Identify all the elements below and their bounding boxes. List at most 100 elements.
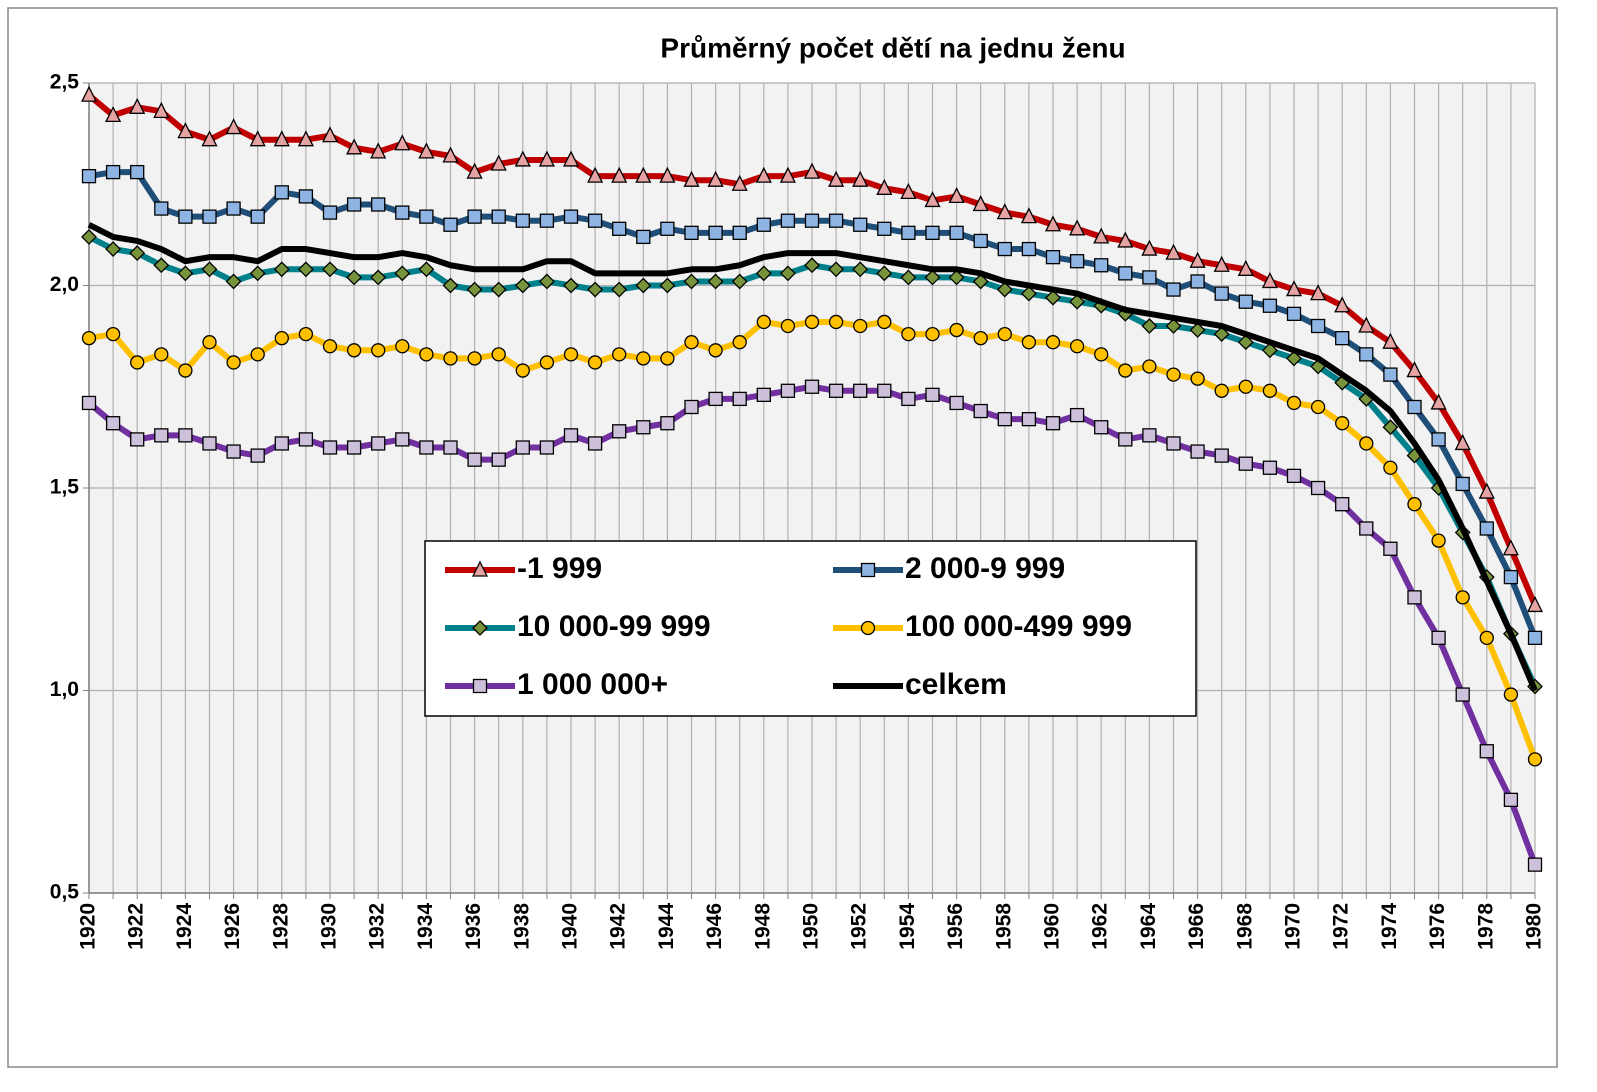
point <box>105 164 121 180</box>
point <box>731 273 748 290</box>
point <box>346 197 362 212</box>
point <box>371 197 386 212</box>
point <box>538 273 555 290</box>
point <box>1020 285 1037 302</box>
point <box>803 162 821 179</box>
point <box>1359 347 1374 362</box>
point <box>755 265 772 282</box>
point <box>346 269 363 286</box>
series <box>81 164 1543 645</box>
point <box>660 221 675 236</box>
point <box>394 265 411 282</box>
point <box>563 347 579 362</box>
point <box>443 351 458 366</box>
point <box>298 189 314 204</box>
point <box>1045 416 1061 431</box>
point <box>490 154 507 171</box>
point <box>852 261 869 278</box>
point <box>804 314 820 330</box>
point <box>1286 468 1302 484</box>
point <box>419 347 434 362</box>
point <box>467 209 482 224</box>
point <box>1479 744 1494 759</box>
x-tick-label: 1950 <box>800 903 823 950</box>
point <box>1406 361 1423 378</box>
point <box>81 395 97 411</box>
point <box>1117 231 1134 248</box>
point <box>612 424 627 439</box>
x-tick-label: 1972 <box>1330 903 1353 950</box>
point <box>346 343 362 358</box>
point <box>1142 359 1157 374</box>
point <box>877 383 892 398</box>
point <box>1359 436 1374 451</box>
point <box>1261 342 1278 359</box>
point <box>780 383 796 398</box>
x-tick-label: 1966 <box>1185 903 1208 950</box>
point <box>949 322 964 338</box>
point <box>322 261 338 278</box>
point <box>225 273 242 290</box>
point <box>828 261 845 278</box>
chart-title: Průměrný počet dětí na jednu ženu <box>660 32 1125 63</box>
point <box>612 347 627 362</box>
point <box>1118 266 1133 281</box>
point <box>202 436 217 451</box>
point <box>1358 316 1375 333</box>
point <box>1503 569 1519 585</box>
point <box>1142 270 1157 285</box>
point <box>1335 330 1350 346</box>
point <box>418 142 435 159</box>
point <box>779 166 796 183</box>
point <box>467 351 482 366</box>
point <box>1214 448 1229 463</box>
point <box>226 355 241 370</box>
x-tick-label: 1930 <box>318 903 341 950</box>
point <box>1455 687 1470 702</box>
point <box>1214 383 1229 398</box>
x-tick-label: 1932 <box>366 903 389 950</box>
point <box>153 257 170 274</box>
point <box>1262 460 1278 475</box>
point <box>515 363 530 378</box>
point <box>1165 318 1182 334</box>
point <box>876 178 893 195</box>
point <box>1479 521 1494 536</box>
legend-label: 10 000-99 999 <box>517 610 711 643</box>
point <box>755 166 772 183</box>
point <box>1094 258 1109 273</box>
point <box>395 339 410 354</box>
point <box>321 126 339 143</box>
point <box>1069 407 1085 423</box>
point <box>81 168 97 184</box>
point <box>732 335 747 350</box>
point <box>226 444 241 459</box>
point <box>1021 241 1037 257</box>
point <box>346 440 362 455</box>
point <box>515 213 530 228</box>
point <box>491 347 506 362</box>
point <box>466 281 483 298</box>
legend-label: 1 000 000+ <box>517 668 668 701</box>
point <box>1479 630 1494 645</box>
point <box>636 351 651 366</box>
point <box>635 166 652 183</box>
point <box>1262 298 1278 313</box>
point <box>297 130 314 147</box>
point <box>81 228 97 245</box>
x-tick-label: 1926 <box>221 903 244 950</box>
point <box>297 261 314 278</box>
point <box>1526 595 1544 613</box>
x-tick-label: 1924 <box>173 903 196 950</box>
point <box>756 387 771 403</box>
point <box>707 273 724 290</box>
point <box>249 130 266 147</box>
point <box>1527 752 1543 767</box>
point <box>370 142 387 159</box>
point <box>562 150 580 167</box>
point <box>1527 857 1543 872</box>
point <box>322 205 338 220</box>
point <box>1069 219 1086 236</box>
point <box>636 229 651 245</box>
point <box>1359 521 1374 536</box>
